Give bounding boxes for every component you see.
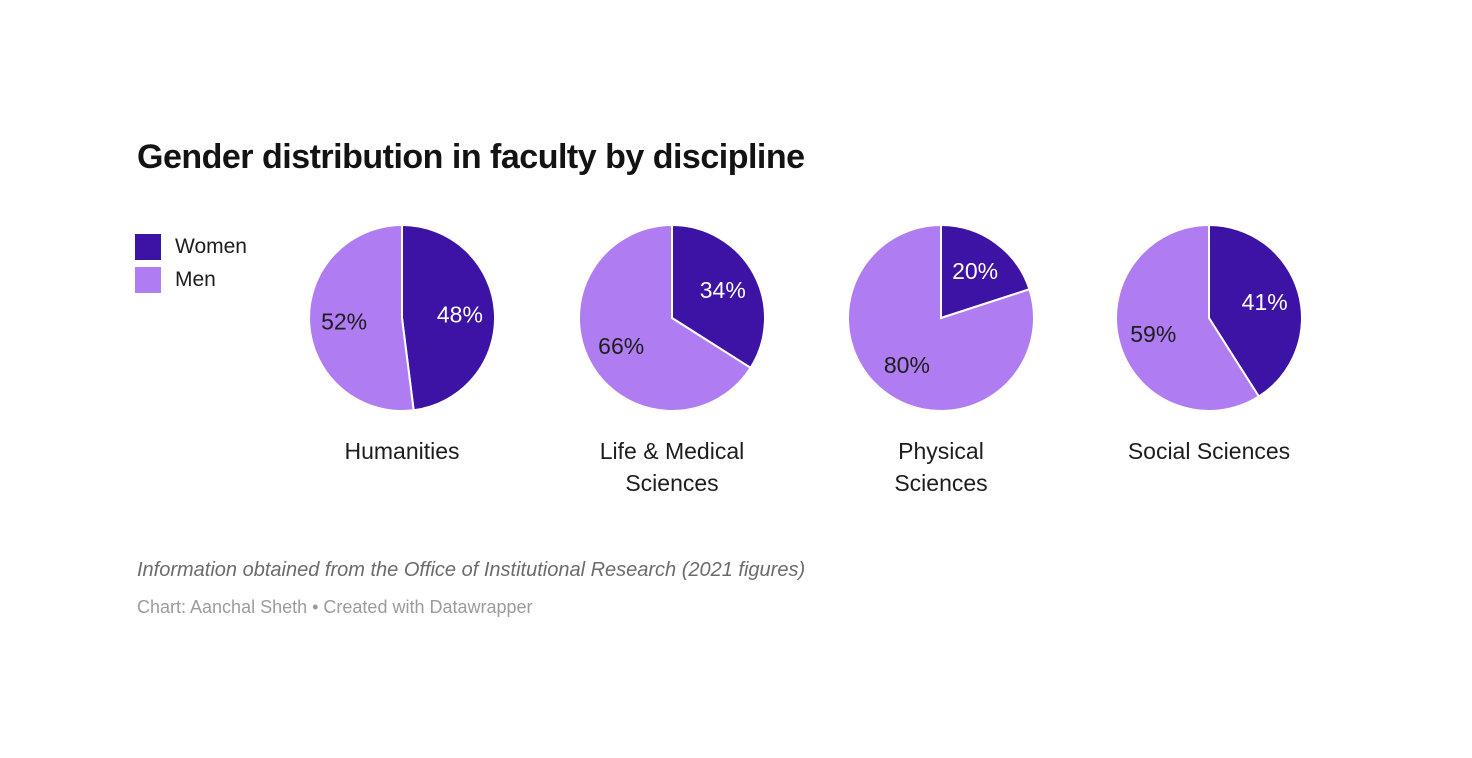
pie-category-label: Humanities [302, 435, 502, 467]
pie-category-label: Physical Sciences [841, 435, 1041, 499]
pie-category-line: Physical [898, 438, 984, 464]
legend: Women Men [135, 234, 247, 300]
pie-slice-men [847, 223, 1035, 412]
pie-category-line: Social Sciences [1127, 438, 1291, 464]
legend-swatch-men [135, 267, 161, 293]
legend-item-men: Men [135, 267, 247, 293]
source-note: Information obtained from the Office of … [137, 559, 806, 581]
pie-chart-physical-sciences: 20% 80% [847, 223, 1035, 412]
chart-title: Gender distribution in faculty by discip… [137, 138, 805, 176]
pie-chart-life-medical-sciences: 34% 66% [578, 223, 766, 412]
pie-category-label: Life & Medical Sciences [572, 435, 772, 499]
pie-slice-men [308, 223, 415, 412]
legend-label-women: Women [175, 235, 247, 258]
pie-chart-social-sciences: 41% 59% [1115, 223, 1303, 412]
legend-label-men: Men [175, 268, 216, 291]
pie-slice-value-label: 41% [1242, 289, 1288, 315]
legend-swatch-women [135, 234, 161, 260]
pie-group-life-medical-sciences: 34% 66% Life & Medical Sciences [572, 218, 772, 499]
pie-slice-value-label: 52% [321, 309, 367, 335]
pie-slice-men [578, 223, 752, 412]
pie-slice-value-label: 48% [437, 301, 483, 327]
pie-slice-value-label: 59% [1130, 321, 1176, 347]
pie-slice-women [401, 223, 497, 412]
pie-group-humanities: 48% 52% Humanities [302, 218, 502, 467]
pie-slice-women [940, 223, 1031, 320]
pie-group-physical-sciences: 20% 80% Physical Sciences [841, 218, 1041, 499]
legend-item-women: Women [135, 234, 247, 260]
pie-slice-value-label: 66% [598, 333, 644, 359]
pie-category-line: Life & Medical [599, 438, 745, 464]
pie-category-label: Social Sciences [1109, 435, 1309, 467]
pie-category-line: Sciences [625, 470, 719, 496]
credit-line: Chart: Aanchal Sheth • Created with Data… [137, 597, 533, 617]
pie-chart-humanities: 48% 52% [308, 223, 497, 412]
pie-slice-value-label: 34% [700, 277, 746, 303]
pie-slice-value-label: 20% [952, 258, 998, 284]
pie-group-social-sciences: 41% 59% Social Sciences [1109, 218, 1309, 467]
pie-category-line: Sciences [894, 470, 988, 496]
pie-slice-value-label: 80% [884, 352, 930, 378]
pie-category-line: Humanities [344, 438, 460, 464]
pie-slice-men [1115, 223, 1261, 412]
